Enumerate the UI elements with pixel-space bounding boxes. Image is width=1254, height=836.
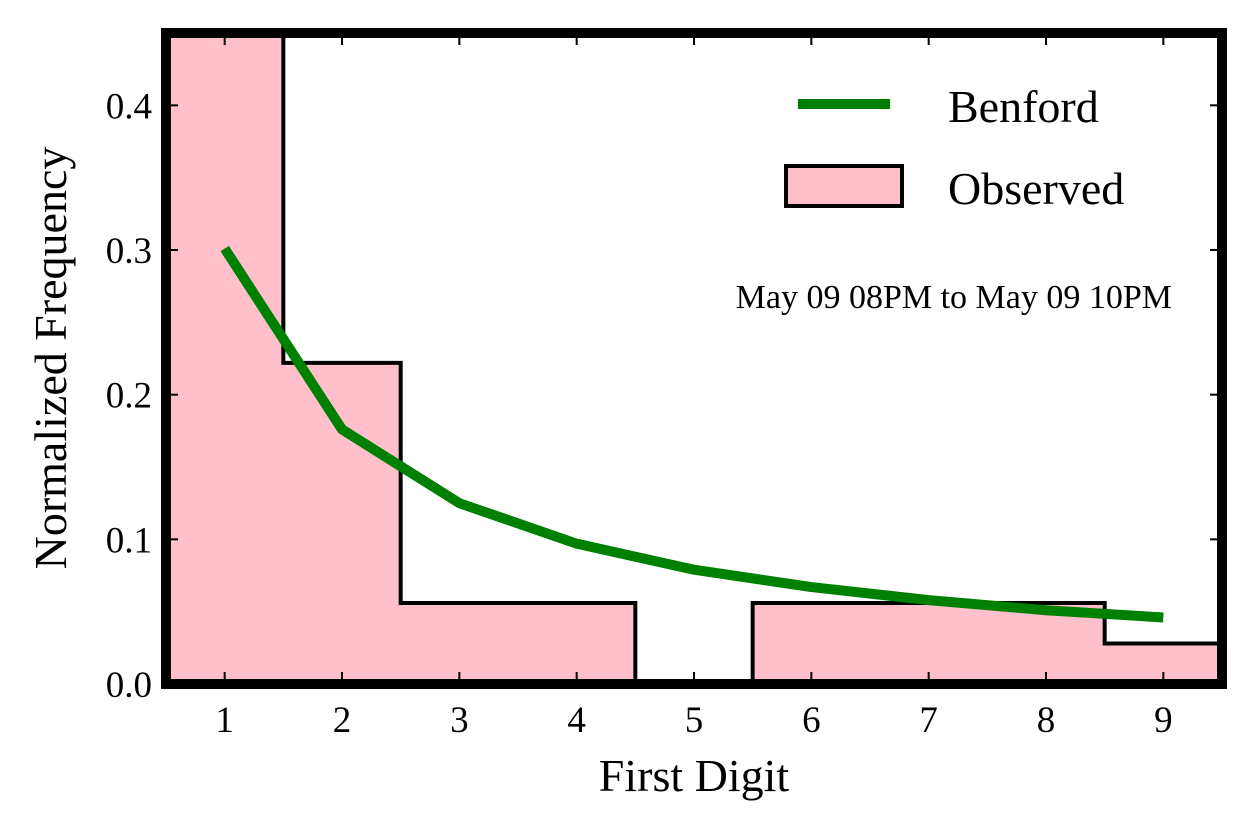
y-tick-labels: 0.0 0.1 0.2 0.3 0.4 xyxy=(106,86,152,706)
y-tick-label: 0.3 xyxy=(106,231,152,272)
x-tick-label: 2 xyxy=(333,700,352,741)
legend: Benford Observed xyxy=(784,81,1124,214)
y-tick-label: 0.4 xyxy=(106,86,152,127)
x-tick-label: 9 xyxy=(1154,700,1173,741)
x-tick-label: 6 xyxy=(802,700,821,741)
benford-series xyxy=(220,245,1164,623)
y-tick-label: 0.1 xyxy=(106,520,152,561)
x-tick-label: 8 xyxy=(1037,700,1056,741)
legend-benford-label: Benford xyxy=(948,81,1099,132)
plot-frame xyxy=(161,28,1227,689)
y-tick-label: 0.2 xyxy=(106,376,152,417)
legend-observed-label: Observed xyxy=(948,163,1124,214)
observed-outline xyxy=(166,33,1222,684)
x-tick-label: 1 xyxy=(215,700,234,741)
x-tick-label: 7 xyxy=(919,700,938,741)
x-tick-label: 4 xyxy=(567,700,586,741)
benford-line xyxy=(220,245,1164,623)
y-axis-label: Normalized Frequency xyxy=(25,147,76,570)
x-axis-label: First Digit xyxy=(599,750,790,801)
observed-fill xyxy=(166,33,1222,684)
x-tick-labels: 1 2 3 4 5 6 7 8 9 xyxy=(215,700,1172,741)
observed-histogram xyxy=(166,33,1222,684)
legend-observed-swatch xyxy=(784,164,904,208)
x-tick-label: 5 xyxy=(685,700,704,741)
time-range-annotation: May 09 08PM to May 09 10PM xyxy=(736,279,1172,316)
y-tick-label: 0.0 xyxy=(106,665,152,706)
x-tick-label: 3 xyxy=(450,700,469,741)
